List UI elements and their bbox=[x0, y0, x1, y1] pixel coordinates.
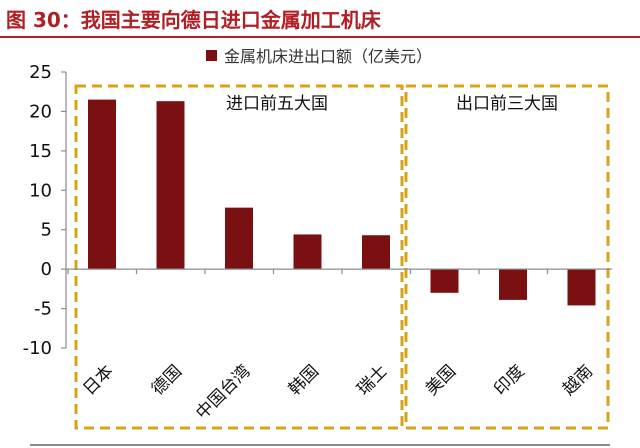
x-axis-labels: 日本 德国 中国台湾 韩国 瑞士 美国 印度 越南 bbox=[79, 361, 597, 423]
title-underline bbox=[0, 36, 640, 38]
bar bbox=[88, 99, 116, 270]
bar bbox=[567, 269, 596, 306]
y-tick-label: 15 bbox=[29, 141, 52, 162]
y-tick-label: 20 bbox=[29, 101, 52, 122]
bar bbox=[499, 269, 527, 300]
y-tick-label: 5 bbox=[41, 220, 52, 241]
y-tick-label: 10 bbox=[29, 180, 52, 201]
bar bbox=[225, 207, 253, 270]
bar bbox=[362, 235, 390, 270]
figure-title: 图 30：我国主要向德日进口金属加工机床 bbox=[6, 8, 381, 32]
y-tick-label: 25 bbox=[29, 62, 52, 83]
y-tick-label: -5 bbox=[34, 299, 52, 320]
bar bbox=[430, 269, 459, 293]
group-label: 出口前三大国 bbox=[456, 94, 558, 114]
bottom-divider bbox=[30, 444, 610, 446]
x-tick-label: 德国 bbox=[148, 361, 186, 399]
x-tick-label: 中国台湾 bbox=[192, 361, 254, 423]
x-tick-label: 印度 bbox=[490, 361, 528, 399]
y-tick-label: -10 bbox=[23, 338, 52, 359]
group-label: 进口前五大国 bbox=[226, 94, 328, 114]
x-tick-label: 越南 bbox=[559, 361, 597, 399]
group-box bbox=[74, 84, 404, 430]
bar bbox=[293, 234, 322, 270]
y-axis: 25 20 15 10 5 0 -5 -10 bbox=[23, 62, 67, 359]
x-tick-label: 日本 bbox=[79, 361, 117, 399]
x-tick-label: 美国 bbox=[422, 361, 460, 399]
group-boxes: 进口前五大国 出口前三大国 bbox=[74, 84, 610, 430]
x-tick-label: 瑞士 bbox=[353, 361, 391, 399]
bar bbox=[156, 101, 185, 270]
bars bbox=[88, 99, 596, 306]
y-tick-label: 0 bbox=[41, 259, 52, 280]
x-tick-label: 韩国 bbox=[285, 361, 323, 399]
legend-label: 金属机床进出口额（亿美元） bbox=[224, 47, 432, 66]
legend: 金属机床进出口额（亿美元） bbox=[206, 47, 432, 66]
legend-swatch bbox=[206, 50, 217, 61]
group-box bbox=[404, 84, 610, 430]
x-axis bbox=[66, 268, 612, 275]
